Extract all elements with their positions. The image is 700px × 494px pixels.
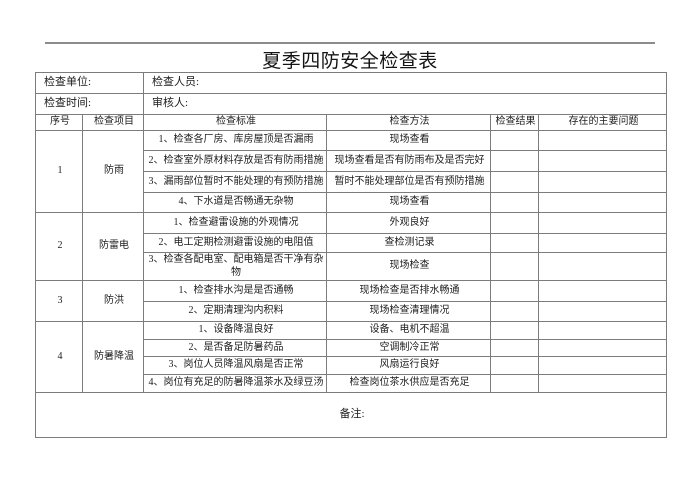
inspection-table: 检查单位: 检查人员: 检查时间: 审核人: 序号 检查项目 检查标准 检查方法…: [35, 72, 667, 438]
result-cell: [490, 339, 539, 357]
problem-cell: [538, 374, 667, 393]
unit-label-cell: 检查单位:: [35, 72, 144, 94]
header-inspection-method: 检查方法: [326, 114, 491, 131]
standard-cell: 3、漏雨部位暂时不能处理的有预防措施: [143, 171, 327, 193]
group-item: 防雷电: [82, 212, 144, 281]
group-no: 4: [35, 321, 83, 393]
group-item: 防雨: [82, 130, 144, 213]
time-label-cell: 检查时间:: [35, 93, 144, 115]
problem-cell: [538, 130, 667, 151]
table-header-row: 序号 检查项目 检查标准 检查方法 检查结果 存在的主要问题: [35, 114, 667, 131]
table-row: 3、岗位人员降温风扇是否正常 风扇运行良好: [36, 356, 667, 375]
standard-cell: 2、检查室外原材料存放是否有防雨措施: [143, 150, 327, 172]
result-cell: [490, 374, 539, 393]
problem-cell: [538, 233, 667, 253]
result-cell: [490, 130, 539, 151]
header-serial-no: 序号: [35, 114, 83, 131]
group-no: 3: [35, 280, 83, 322]
method-cell: 空调制冷正常: [326, 339, 491, 357]
group-no: 2: [35, 212, 83, 281]
problem-cell: [538, 212, 667, 234]
remark-label-cell: 备注:: [35, 392, 667, 438]
reviewer-label-cell: 审核人:: [143, 93, 667, 115]
table-row: 2、是否备足防暑药品 空调制冷正常: [36, 339, 667, 357]
group-item: 防暑降温: [82, 321, 144, 393]
problem-cell: [538, 339, 667, 357]
problem-cell: [538, 301, 667, 322]
group-no: 1: [35, 130, 83, 213]
method-cell: 查检测记录: [326, 233, 491, 253]
method-cell: 现场检查: [326, 252, 491, 281]
method-cell: 现场检查清理情况: [326, 301, 491, 322]
result-cell: [490, 301, 539, 322]
remark-row: 备注:: [35, 392, 667, 438]
table-row: 2、检查室外原材料存放是否有防雨措施 现场查看是否有防雨布及是否完好: [36, 150, 667, 172]
inspector-label-cell: 检查人员:: [143, 72, 667, 94]
standard-cell: 3、岗位人员降温风扇是否正常: [143, 356, 327, 375]
standard-cell: 1、检查排水沟是是否通畅: [143, 280, 327, 302]
result-cell: [490, 280, 539, 302]
result-cell: [490, 356, 539, 375]
standard-cell: 2、定期清理沟内积料: [143, 301, 327, 322]
result-cell: [490, 171, 539, 193]
standard-cell: 4、下水道是否畅通无杂物: [143, 192, 327, 213]
problem-cell: [538, 321, 667, 340]
method-cell: 外观良好: [326, 212, 491, 234]
problem-cell: [538, 171, 667, 193]
method-cell: 现场查看: [326, 130, 491, 151]
result-cell: [490, 233, 539, 253]
standard-cell: 4、岗位有充足的防暑降温茶水及绿豆汤: [143, 374, 327, 393]
problem-cell: [538, 280, 667, 302]
standard-cell: 3、检查各配电室、配电箱是否干净有杂物: [143, 252, 327, 281]
result-cell: [490, 150, 539, 172]
header-main-problems: 存在的主要问题: [538, 114, 667, 131]
standard-cell: 2、电工定期检测避雷设施的电阻值: [143, 233, 327, 253]
standard-cell: 2、是否备足防暑药品: [143, 339, 327, 357]
table-row: 2 防雷电 1、检查避雷设施的外观情况 外观良好: [35, 212, 667, 281]
standard-cell: 1、检查各厂房、库房屋顶是否漏雨: [143, 130, 327, 151]
method-cell: 现场查看是否有防雨布及是否完好: [326, 150, 491, 172]
result-cell: [490, 212, 539, 234]
header-inspection-item: 检查项目: [82, 114, 144, 131]
page-title: 夏季四防安全检查表: [262, 51, 438, 72]
problem-cell: [538, 356, 667, 375]
header-inspection-result: 检查结果: [490, 114, 539, 131]
table-row: 3、检查各配电室、配电箱是否干净有杂物 现场检查: [36, 252, 667, 281]
table-row: 2、定期清理沟内积料 现场检查清理情况: [36, 301, 667, 322]
table-row: 1 防雨 1、检查各厂房、库房屋顶是否漏雨 现场查看: [35, 130, 667, 213]
horizontal-divider: [45, 42, 655, 44]
problem-cell: [538, 252, 667, 281]
method-cell: 暂时不能处理部位是否有预防措施: [326, 171, 491, 193]
info-row-2: 检查时间: 审核人:: [35, 93, 667, 115]
method-cell: 现场检查是否排水畅通: [326, 280, 491, 302]
info-row-1: 检查单位: 检查人员:: [35, 72, 667, 94]
table-row: 3 防洪 1、检查排水沟是是否通畅 现场检查是否排水畅通: [35, 280, 667, 322]
method-cell: 风扇运行良好: [326, 356, 491, 375]
problem-cell: [538, 192, 667, 213]
table-row: 4、岗位有充足的防暑降温茶水及绿豆汤 检查岗位茶水供应是否充足: [36, 374, 667, 393]
group-item: 防洪: [82, 280, 144, 322]
problem-cell: [538, 150, 667, 172]
table-row: 4 防暑降温 1、设备降温良好 设备、电机不超温: [35, 321, 667, 393]
standard-cell: 1、设备降温良好: [143, 321, 327, 340]
method-cell: 现场查看: [326, 192, 491, 213]
header-inspection-standard: 检查标准: [143, 114, 327, 131]
method-cell: 检查岗位茶水供应是否充足: [326, 374, 491, 393]
result-cell: [490, 192, 539, 213]
method-cell: 设备、电机不超温: [326, 321, 491, 340]
standard-cell: 1、检查避雷设施的外观情况: [143, 212, 327, 234]
result-cell: [490, 321, 539, 340]
result-cell: [490, 252, 539, 281]
